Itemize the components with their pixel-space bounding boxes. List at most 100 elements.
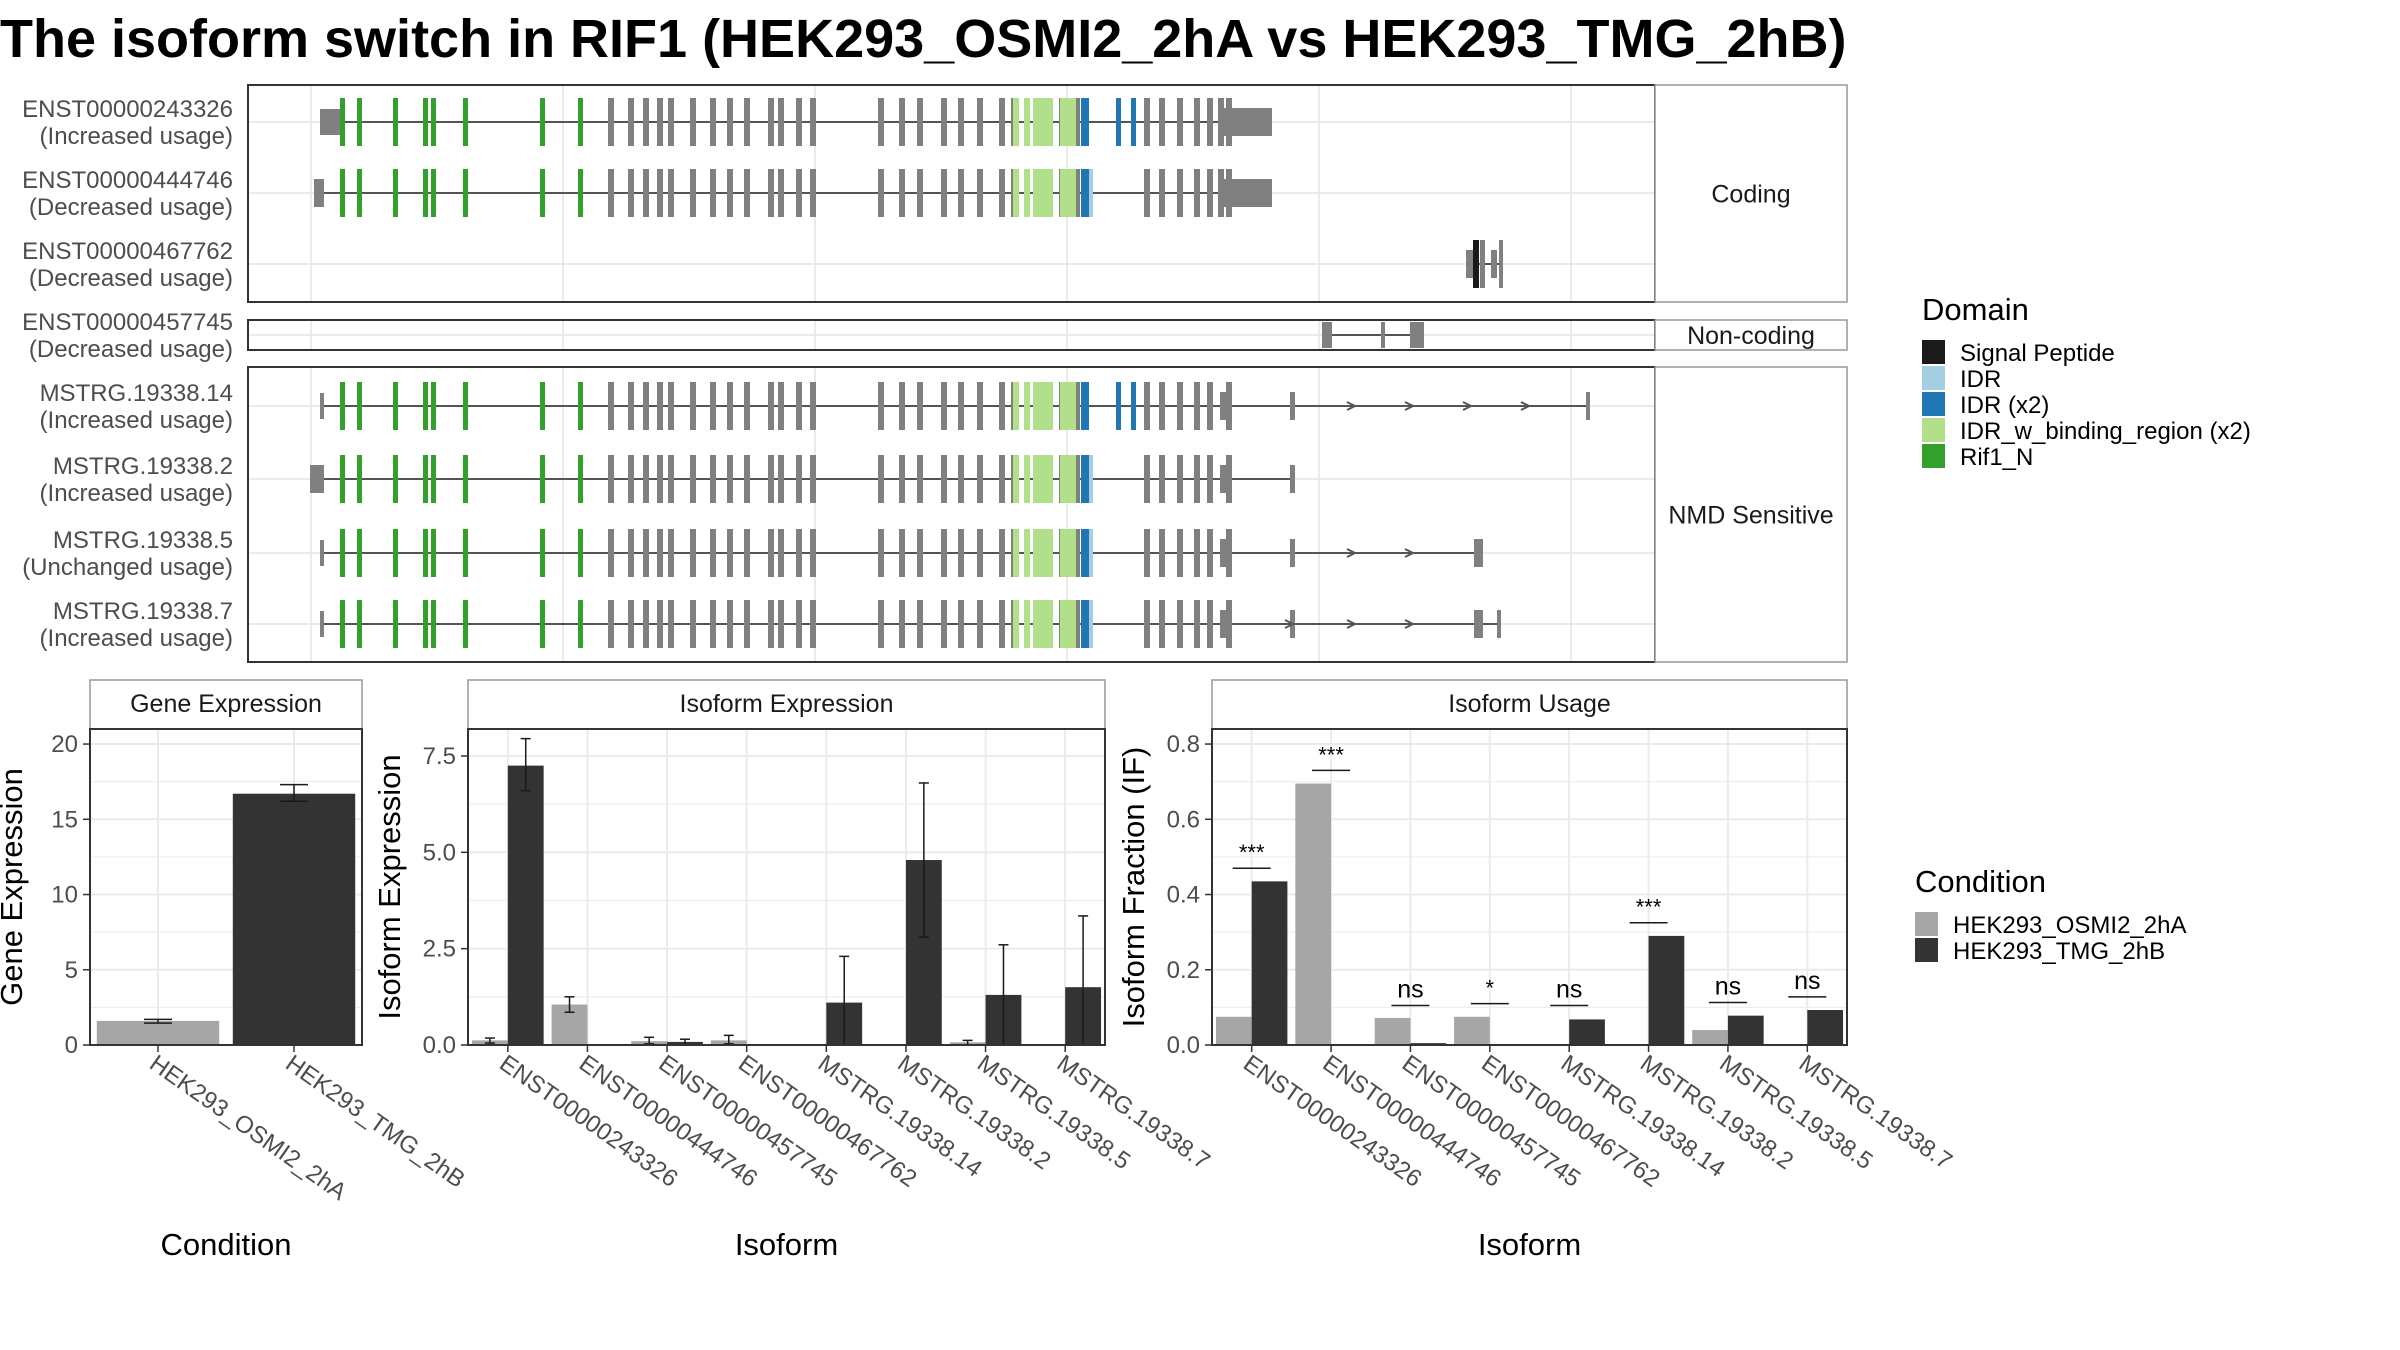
exon-coding bbox=[1207, 382, 1213, 430]
exon-rif1-n-domain bbox=[578, 529, 583, 577]
exon-rif1-n-domain bbox=[340, 455, 345, 503]
exon-coding bbox=[878, 529, 884, 577]
exon-rif1-n-domain bbox=[340, 529, 345, 577]
exon-idr-binding-region bbox=[1033, 455, 1053, 503]
exon-coding bbox=[657, 600, 663, 648]
transcript-model-MSTRG.19338.7 bbox=[320, 600, 1501, 648]
exon-coding bbox=[977, 169, 983, 217]
exon-coding bbox=[899, 529, 905, 577]
y-tick-label: 20 bbox=[51, 731, 78, 758]
exon-coding bbox=[1074, 600, 1080, 648]
exon-coding bbox=[710, 382, 716, 430]
isoform-id-label: MSTRG.19338.2 bbox=[53, 453, 233, 480]
exon-coding bbox=[977, 98, 983, 146]
exon-coding bbox=[628, 455, 634, 503]
x-axis-title: Isoform bbox=[1478, 1227, 1581, 1262]
exon-coding bbox=[657, 98, 663, 146]
exon-idr-x2 bbox=[1116, 98, 1121, 146]
exon-rif1-n-domain bbox=[357, 382, 362, 430]
exon-coding bbox=[1499, 240, 1503, 288]
exon-coding bbox=[999, 169, 1005, 217]
exon-coding bbox=[657, 169, 663, 217]
exon-coding bbox=[1159, 169, 1165, 217]
isoform-usage-label: (Decreased usage) bbox=[29, 194, 233, 221]
exon-rif1-n-domain bbox=[431, 529, 436, 577]
exon-coding bbox=[941, 382, 947, 430]
bar-HEK293_TMG_2hB-ENST00000243326 bbox=[507, 765, 544, 1045]
exon-rif1-n-domain bbox=[431, 382, 436, 430]
exon-coding bbox=[1177, 455, 1183, 503]
exon-coding bbox=[878, 455, 884, 503]
exon-coding bbox=[744, 382, 750, 430]
domain-legend-label: Rif1_N bbox=[1960, 444, 2033, 471]
exon-coding bbox=[727, 455, 733, 503]
exon-coding bbox=[977, 455, 983, 503]
exon-idr-binding-region bbox=[1024, 600, 1030, 648]
exon-rif1-n-domain bbox=[423, 382, 428, 430]
strand-arrow bbox=[1346, 619, 1358, 629]
exon-idr-x2 bbox=[1081, 98, 1089, 146]
exon-rif1-n-domain bbox=[463, 455, 468, 503]
exon-idr-binding-region bbox=[1033, 600, 1053, 648]
condition-legend-swatch bbox=[1915, 912, 1938, 936]
group-strip bbox=[1654, 319, 1848, 351]
exon-coding bbox=[690, 529, 696, 577]
exon-coding bbox=[1218, 169, 1224, 217]
exon-coding bbox=[796, 600, 802, 648]
transcript-model-ENST00000243326 bbox=[320, 98, 1272, 146]
domain-legend-title: Domain bbox=[1922, 292, 2029, 327]
exon-coding bbox=[608, 169, 614, 217]
exon-nmd-tail bbox=[1474, 539, 1483, 567]
exon-coding bbox=[917, 529, 923, 577]
exon-coding bbox=[608, 382, 614, 430]
exon-noncoding bbox=[1410, 322, 1424, 348]
exon-coding bbox=[1194, 455, 1200, 503]
exon-coding bbox=[1144, 98, 1150, 146]
exon-rif1-n-domain bbox=[393, 382, 398, 430]
y-tick-label: 0.8 bbox=[1167, 731, 1200, 758]
exon-rif1-n-domain bbox=[357, 98, 362, 146]
exon-idr-x2 bbox=[1081, 382, 1089, 430]
isoform-usage-label: (Increased usage) bbox=[40, 480, 233, 507]
y-tick-label: 15 bbox=[51, 806, 78, 833]
x-axis-title: Condition bbox=[161, 1227, 292, 1262]
exon-coding bbox=[899, 382, 905, 430]
exon-coding bbox=[744, 98, 750, 146]
exon-idr-binding-region bbox=[1060, 529, 1076, 577]
exon-idr-x2 bbox=[1081, 529, 1089, 577]
exon-rif1-n-domain bbox=[540, 98, 545, 146]
exon-coding bbox=[778, 169, 784, 217]
exon-coding bbox=[1177, 529, 1183, 577]
exon-coding bbox=[1177, 600, 1183, 648]
transcript-model-ENST00000467762 bbox=[1466, 240, 1503, 288]
exon-coding bbox=[668, 382, 674, 430]
exon-idr-x2 bbox=[1081, 455, 1089, 503]
significance-label: *** bbox=[1636, 895, 1662, 920]
exon-utr bbox=[310, 465, 324, 493]
significance-label: ns bbox=[1397, 976, 1423, 1004]
exon-rif1-n-domain bbox=[423, 169, 428, 217]
exon-noncoding bbox=[1322, 322, 1332, 348]
exon-coding bbox=[1159, 382, 1165, 430]
exon-coding bbox=[778, 600, 784, 648]
domain-legend-swatch bbox=[1922, 340, 1945, 364]
y-tick-label: 10 bbox=[51, 882, 78, 909]
isoform-id-label: ENST00000444746 bbox=[22, 167, 233, 194]
exon-coding bbox=[941, 98, 947, 146]
exon-idr bbox=[1089, 529, 1093, 577]
exon-coding bbox=[796, 169, 802, 217]
y-tick-label: 5.0 bbox=[423, 839, 456, 866]
exon-idr-x2 bbox=[1081, 169, 1089, 217]
exon-idr-binding-region bbox=[1013, 382, 1019, 430]
exon-idr-binding-region bbox=[1024, 382, 1030, 430]
exon-coding bbox=[727, 382, 733, 430]
significance-label: *** bbox=[1239, 840, 1265, 865]
domain-legend-swatch bbox=[1922, 392, 1945, 416]
exon-coding bbox=[690, 455, 696, 503]
exon-rif1-n-domain bbox=[463, 600, 468, 648]
exon-coding bbox=[1159, 600, 1165, 648]
domain-legend-swatch bbox=[1922, 366, 1945, 390]
isoform-usage-label: (Increased usage) bbox=[40, 625, 233, 652]
bar-HEK293_TMG_2hB-MSTRG.19338.14 bbox=[1569, 1019, 1605, 1045]
exon-rif1-n-domain bbox=[463, 529, 468, 577]
